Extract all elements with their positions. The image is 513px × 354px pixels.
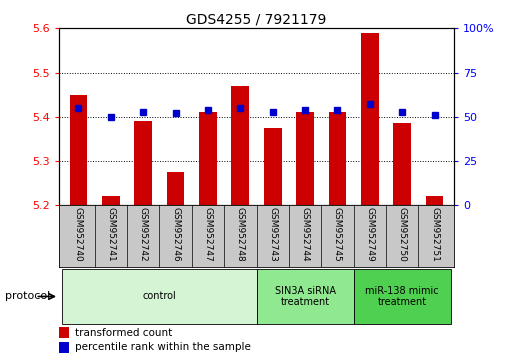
Text: GSM952748: GSM952748	[236, 207, 245, 262]
Text: GSM952747: GSM952747	[204, 207, 212, 262]
Text: GSM952745: GSM952745	[333, 207, 342, 262]
Bar	[353, 269, 451, 324]
Text: percentile rank within the sample: percentile rank within the sample	[75, 342, 251, 352]
Bar	[59, 327, 69, 338]
Text: GSM952742: GSM952742	[139, 207, 148, 262]
Bar	[426, 196, 443, 205]
Text: GSM952743: GSM952743	[268, 207, 277, 262]
Bar	[296, 113, 314, 205]
Bar	[70, 95, 87, 205]
Text: transformed count: transformed count	[75, 327, 172, 337]
Bar	[393, 124, 411, 205]
Bar	[134, 121, 152, 205]
Bar	[102, 196, 120, 205]
Bar	[328, 113, 346, 205]
Text: GSM952740: GSM952740	[74, 207, 83, 262]
Text: control: control	[143, 291, 176, 302]
Text: GSM952750: GSM952750	[398, 207, 407, 262]
Bar	[256, 269, 353, 324]
Bar	[167, 172, 185, 205]
Bar	[231, 86, 249, 205]
Bar	[59, 342, 69, 353]
Bar	[264, 128, 282, 205]
Text: GSM952746: GSM952746	[171, 207, 180, 262]
Text: GSM952751: GSM952751	[430, 207, 439, 262]
Text: GSM952741: GSM952741	[106, 207, 115, 262]
Bar	[361, 33, 379, 205]
Text: SIN3A siRNA
treatment: SIN3A siRNA treatment	[274, 286, 336, 307]
Bar	[62, 269, 256, 324]
Bar	[199, 113, 217, 205]
Text: protocol: protocol	[5, 291, 50, 302]
Text: GDS4255 / 7921179: GDS4255 / 7921179	[186, 12, 327, 27]
Text: GSM952749: GSM952749	[365, 207, 374, 262]
Text: GSM952744: GSM952744	[301, 207, 309, 262]
Text: miR-138 mimic
treatment: miR-138 mimic treatment	[365, 286, 439, 307]
